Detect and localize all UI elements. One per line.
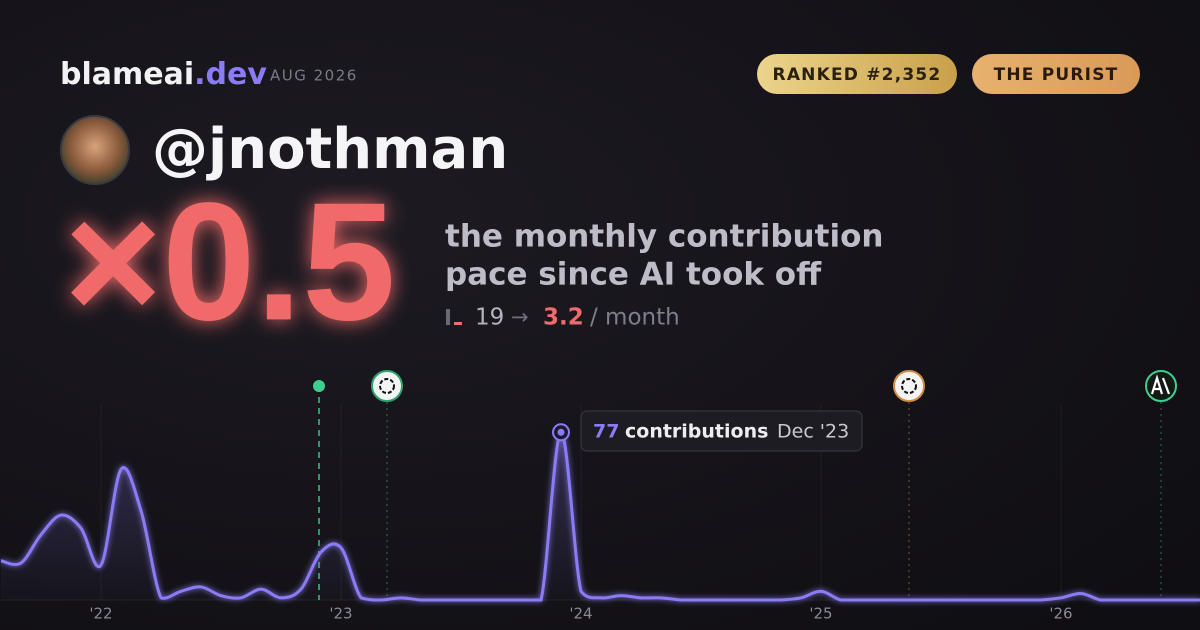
pace-unit: / month [590, 305, 680, 331]
tooltip-unit: contributions [625, 421, 768, 443]
tooltip-value: 77 [593, 421, 619, 443]
line [0, 430, 1200, 602]
tagline: the monthly contribution [445, 219, 883, 255]
pace-icon [454, 322, 462, 325]
x-tick-label: '26 [1049, 605, 1072, 623]
tooltip: 77 contributions · Dec '23 [580, 410, 863, 452]
pace-after: 3.2 [543, 305, 584, 331]
date: AUG 2026 [270, 67, 358, 85]
badge [972, 54, 1140, 94]
tooltip-date: Dec '23 [777, 421, 849, 443]
x-tick-label: '23 [329, 605, 352, 623]
brand-name: blameai [60, 57, 194, 92]
x-tick-label: '24 [569, 605, 592, 623]
avatar [60, 115, 130, 185]
pace-before: 19 [475, 305, 504, 331]
line-area [1, 432, 1200, 601]
pace-arrow: → [511, 305, 529, 329]
brand-tld: .dev [194, 57, 267, 92]
x-tick-label: '22 [89, 605, 112, 623]
tooltip-box [580, 410, 863, 452]
openai-icon [893, 370, 925, 402]
tagline: pace since AI took off [445, 257, 822, 293]
event-dot [313, 380, 325, 392]
badge [757, 54, 957, 94]
openai-icon [371, 370, 403, 402]
pace-icon [446, 309, 450, 325]
peak-dot [557, 428, 565, 436]
anthropic-icon [1145, 370, 1177, 402]
badge-text: RANKED #2,352 [773, 65, 942, 85]
multiplier: ×0.5 [64, 167, 396, 355]
handle: @jnothman [152, 117, 508, 182]
chart: '22 '23 '24 '25 '26 [0, 370, 1200, 623]
brand: blameai.dev [60, 57, 267, 92]
x-tick-label: '25 [809, 605, 832, 623]
tooltip-separator: · [763, 422, 768, 442]
badge-text: THE PURIST [994, 65, 1119, 85]
